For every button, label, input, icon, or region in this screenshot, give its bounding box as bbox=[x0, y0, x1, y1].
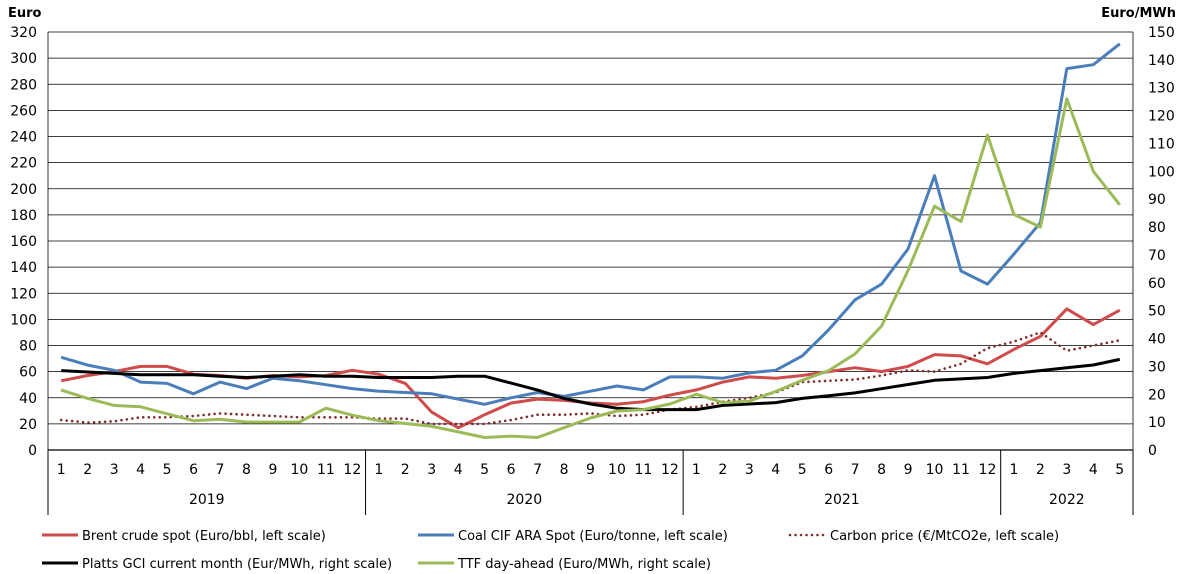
right-tick-label: 70 bbox=[1148, 248, 1166, 264]
right-tick-label: 60 bbox=[1148, 276, 1166, 292]
x-tick-label: 2 bbox=[401, 462, 410, 478]
right-axis-unit: Euro/MWh bbox=[1101, 6, 1176, 21]
x-tick-label: 4 bbox=[1089, 462, 1098, 478]
year-label: 2019 bbox=[189, 492, 225, 508]
x-tick-label: 2 bbox=[83, 462, 92, 478]
x-tick-label: 12 bbox=[979, 462, 997, 478]
right-tick-label: 100 bbox=[1148, 164, 1175, 180]
left-axis-unit: Euro bbox=[8, 6, 42, 21]
right-tick-label: 40 bbox=[1148, 332, 1166, 348]
x-tick-label: 4 bbox=[771, 462, 780, 478]
left-axis-ticks: 0 20 40 60 80 100 120 140 160 180 200 220 240 260 280 3… bbox=[10, 25, 37, 459]
x-tick-label: 10 bbox=[608, 462, 626, 478]
x-tick-label: 12 bbox=[343, 462, 361, 478]
x-tick-label: 3 bbox=[110, 462, 119, 478]
left-tick-label: 140 bbox=[10, 260, 37, 276]
x-axis: 1 2 3 4 5 6 7 8 9 10 11 12 1 2 3 4 5 6 7 8 9 10 11 12 1 2 3 4 5 6 7 8 9 1… bbox=[47, 450, 1134, 515]
legend-label-3: Carbon price (€/MtCO2e, left scale) bbox=[830, 529, 1059, 544]
x-tick-label: 8 bbox=[877, 462, 886, 478]
series-line-5 bbox=[60, 97, 1121, 439]
x-tick-label: 5 bbox=[798, 462, 807, 478]
right-tick-label: 140 bbox=[1148, 53, 1175, 69]
x-tick-label: 4 bbox=[454, 462, 463, 478]
x-tick-label: 8 bbox=[242, 462, 251, 478]
x-tick-label: 11 bbox=[952, 462, 970, 478]
x-tick-label: 3 bbox=[1062, 462, 1071, 478]
year-label: 2022 bbox=[1049, 492, 1085, 508]
left-tick-label: 300 bbox=[10, 51, 37, 67]
x-tick-label: 1 bbox=[692, 462, 701, 478]
series-line-3 bbox=[59, 331, 1122, 426]
x-tick-label: 9 bbox=[268, 462, 277, 478]
x-tick-label: 1 bbox=[374, 462, 383, 478]
x-tick-label: 3 bbox=[427, 462, 436, 478]
x-tick-label: 9 bbox=[904, 462, 913, 478]
left-tick-label: 180 bbox=[10, 208, 37, 224]
legend-label-1: Brent crude spot (Euro/bbl, left scale) bbox=[82, 529, 326, 544]
x-tick-label: 2 bbox=[1036, 462, 1045, 478]
x-tick-label: 1 bbox=[1009, 462, 1018, 478]
x-tick-label: 5 bbox=[163, 462, 172, 478]
left-tick-label: 240 bbox=[10, 130, 37, 146]
right-tick-label: 110 bbox=[1148, 136, 1175, 152]
right-tick-label: 80 bbox=[1148, 220, 1166, 236]
x-tick-label: 9 bbox=[586, 462, 595, 478]
legend-label-4: Platts GCI current month (Eur/MWh, right… bbox=[82, 557, 392, 572]
x-tick-label: 11 bbox=[317, 462, 335, 478]
legend-label-2: Coal CIF ARA Spot (Euro/tonne, left scal… bbox=[458, 529, 728, 544]
left-tick-label: 0 bbox=[28, 443, 37, 459]
x-tick-label: 2 bbox=[718, 462, 727, 478]
series-line-4 bbox=[61, 357, 1121, 412]
left-tick-label: 280 bbox=[10, 77, 37, 93]
series-line-2 bbox=[60, 42, 1121, 406]
left-tick-label: 40 bbox=[19, 391, 37, 407]
year-label: 2021 bbox=[824, 492, 860, 508]
x-tick-label: 3 bbox=[745, 462, 754, 478]
x-tick-label: 10 bbox=[290, 462, 308, 478]
left-tick-label: 20 bbox=[19, 417, 37, 433]
right-tick-label: 130 bbox=[1148, 81, 1175, 97]
left-tick-label: 200 bbox=[10, 182, 37, 198]
grid-lines bbox=[47, 31, 1134, 451]
year-label: 2020 bbox=[507, 492, 543, 508]
right-tick-label: 50 bbox=[1148, 304, 1166, 320]
x-tick-label: 6 bbox=[824, 462, 833, 478]
right-tick-label: 0 bbox=[1148, 443, 1157, 459]
x-tick-label: 1 bbox=[57, 462, 66, 478]
right-tick-label: 10 bbox=[1148, 415, 1166, 431]
right-axis-ticks: 0 10 20 30 40 50 60 70 80 90 100 110 120 130 140 150 bbox=[1148, 25, 1175, 459]
x-tick-label: 7 bbox=[533, 462, 542, 478]
left-tick-label: 220 bbox=[10, 156, 37, 172]
left-tick-label: 80 bbox=[19, 339, 37, 355]
x-tick-label: 6 bbox=[189, 462, 198, 478]
x-tick-label: 7 bbox=[216, 462, 225, 478]
right-tick-label: 120 bbox=[1148, 109, 1175, 125]
x-tick-label: 5 bbox=[1115, 462, 1124, 478]
series-lines bbox=[59, 42, 1122, 439]
x-tick-label: 12 bbox=[661, 462, 679, 478]
right-tick-label: 90 bbox=[1148, 192, 1166, 208]
x-tick-label: 5 bbox=[480, 462, 489, 478]
left-tick-label: 60 bbox=[19, 365, 37, 381]
x-tick-label: 7 bbox=[851, 462, 860, 478]
left-tick-label: 160 bbox=[10, 234, 37, 250]
legend: Brent crude spot (Euro/bbl, left scale) C… bbox=[42, 529, 1059, 572]
left-tick-label: 120 bbox=[10, 286, 37, 302]
x-tick-label: 10 bbox=[926, 462, 944, 478]
right-tick-label: 30 bbox=[1148, 359, 1166, 375]
x-tick-label: 4 bbox=[136, 462, 145, 478]
x-tick-label: 11 bbox=[635, 462, 653, 478]
x-tick-label: 6 bbox=[507, 462, 516, 478]
left-tick-label: 320 bbox=[10, 25, 37, 41]
x-tick-label: 8 bbox=[560, 462, 569, 478]
left-tick-label: 100 bbox=[10, 312, 37, 328]
right-tick-label: 20 bbox=[1148, 387, 1166, 403]
legend-label-5: TTF day-ahead (Euro/MWh, right scale) bbox=[457, 557, 711, 572]
right-tick-label: 150 bbox=[1148, 25, 1175, 41]
series-line-1 bbox=[60, 307, 1121, 430]
left-tick-label: 260 bbox=[10, 103, 37, 119]
